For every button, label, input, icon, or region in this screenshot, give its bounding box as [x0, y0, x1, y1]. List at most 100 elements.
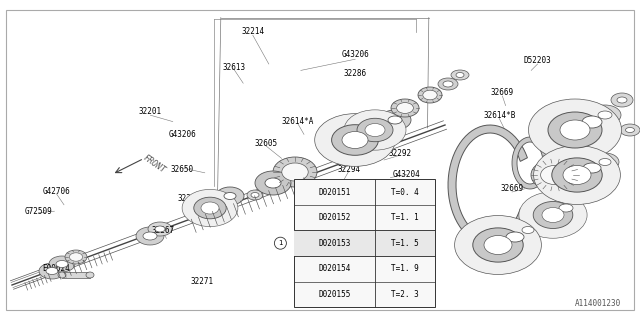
Ellipse shape	[470, 226, 526, 264]
Bar	[62, 272, 90, 278]
Ellipse shape	[136, 227, 164, 245]
Text: 32669: 32669	[500, 184, 524, 193]
Ellipse shape	[397, 103, 413, 113]
Ellipse shape	[357, 118, 393, 142]
Ellipse shape	[265, 178, 281, 188]
Text: 32614*B: 32614*B	[483, 111, 515, 120]
Ellipse shape	[216, 187, 244, 205]
Ellipse shape	[495, 224, 535, 250]
Text: 32237: 32237	[315, 277, 338, 286]
Ellipse shape	[514, 221, 542, 239]
Ellipse shape	[282, 163, 308, 181]
Text: 32650: 32650	[171, 165, 194, 174]
Text: C62202: C62202	[543, 133, 571, 142]
Ellipse shape	[391, 99, 419, 117]
Ellipse shape	[56, 260, 68, 268]
Text: 32239: 32239	[539, 165, 562, 174]
Text: D020151: D020151	[318, 188, 351, 196]
Ellipse shape	[86, 272, 94, 278]
Ellipse shape	[522, 227, 534, 234]
Ellipse shape	[365, 124, 385, 137]
Ellipse shape	[143, 232, 157, 240]
Text: G72509: G72509	[24, 207, 52, 216]
Text: D020154: D020154	[318, 264, 351, 273]
Text: 32613: 32613	[222, 63, 245, 72]
Ellipse shape	[69, 253, 83, 261]
Ellipse shape	[58, 272, 66, 278]
Ellipse shape	[456, 73, 464, 77]
Ellipse shape	[542, 207, 564, 222]
Text: D52203: D52203	[524, 56, 552, 65]
Ellipse shape	[533, 202, 573, 228]
Ellipse shape	[379, 110, 411, 130]
Text: 32267: 32267	[152, 226, 175, 235]
Text: T=1. 9: T=1. 9	[391, 264, 419, 273]
Text: G43206: G43206	[168, 130, 196, 139]
Ellipse shape	[46, 268, 58, 275]
Ellipse shape	[599, 158, 611, 165]
Ellipse shape	[342, 132, 368, 148]
Text: G42706: G42706	[42, 188, 70, 196]
Ellipse shape	[549, 156, 585, 180]
Text: 32214: 32214	[241, 28, 264, 36]
Text: 32284: 32284	[177, 194, 200, 203]
Text: 32292: 32292	[388, 149, 412, 158]
Ellipse shape	[560, 120, 590, 140]
Ellipse shape	[155, 226, 165, 232]
Ellipse shape	[255, 171, 291, 195]
Ellipse shape	[548, 112, 602, 148]
Ellipse shape	[332, 125, 378, 155]
Ellipse shape	[247, 190, 263, 200]
Polygon shape	[512, 137, 547, 189]
Text: 32294: 32294	[337, 165, 360, 174]
Ellipse shape	[531, 159, 579, 191]
Ellipse shape	[550, 197, 582, 219]
Ellipse shape	[344, 110, 406, 150]
Ellipse shape	[598, 111, 612, 119]
Ellipse shape	[182, 189, 238, 227]
Text: A114001230: A114001230	[575, 300, 621, 308]
Ellipse shape	[443, 81, 453, 87]
Ellipse shape	[563, 165, 591, 185]
Ellipse shape	[506, 232, 524, 242]
Text: FRONT: FRONT	[141, 153, 167, 175]
Ellipse shape	[552, 158, 602, 192]
Polygon shape	[448, 125, 527, 245]
Ellipse shape	[549, 156, 605, 194]
Text: G43206: G43206	[341, 50, 369, 59]
Ellipse shape	[315, 114, 396, 166]
Text: D020152: D020152	[318, 213, 351, 222]
Ellipse shape	[418, 87, 442, 103]
Ellipse shape	[591, 153, 619, 171]
Ellipse shape	[572, 155, 612, 181]
Text: G43204: G43204	[392, 170, 420, 179]
Text: 32669: 32669	[491, 88, 514, 97]
Ellipse shape	[583, 163, 601, 173]
Text: E00624: E00624	[42, 264, 70, 273]
Ellipse shape	[559, 204, 573, 212]
Ellipse shape	[148, 222, 172, 236]
Ellipse shape	[529, 99, 621, 161]
Ellipse shape	[454, 216, 541, 275]
Text: T=1. 1: T=1. 1	[391, 213, 419, 222]
Ellipse shape	[438, 78, 458, 90]
Ellipse shape	[589, 105, 621, 125]
Ellipse shape	[473, 228, 524, 262]
Text: G22517: G22517	[325, 258, 353, 267]
Bar	[294, 230, 435, 256]
Ellipse shape	[611, 93, 633, 107]
Text: 32271: 32271	[190, 277, 213, 286]
Ellipse shape	[451, 70, 469, 80]
Ellipse shape	[192, 196, 228, 220]
Ellipse shape	[559, 163, 575, 173]
Ellipse shape	[201, 202, 219, 214]
Ellipse shape	[194, 197, 226, 219]
Text: 32614*A: 32614*A	[282, 117, 314, 126]
Ellipse shape	[620, 124, 640, 136]
Text: T=0. 4: T=0. 4	[391, 188, 419, 196]
Ellipse shape	[534, 146, 620, 204]
Ellipse shape	[329, 123, 381, 157]
Ellipse shape	[355, 117, 395, 143]
Ellipse shape	[531, 200, 575, 230]
Ellipse shape	[484, 236, 512, 254]
